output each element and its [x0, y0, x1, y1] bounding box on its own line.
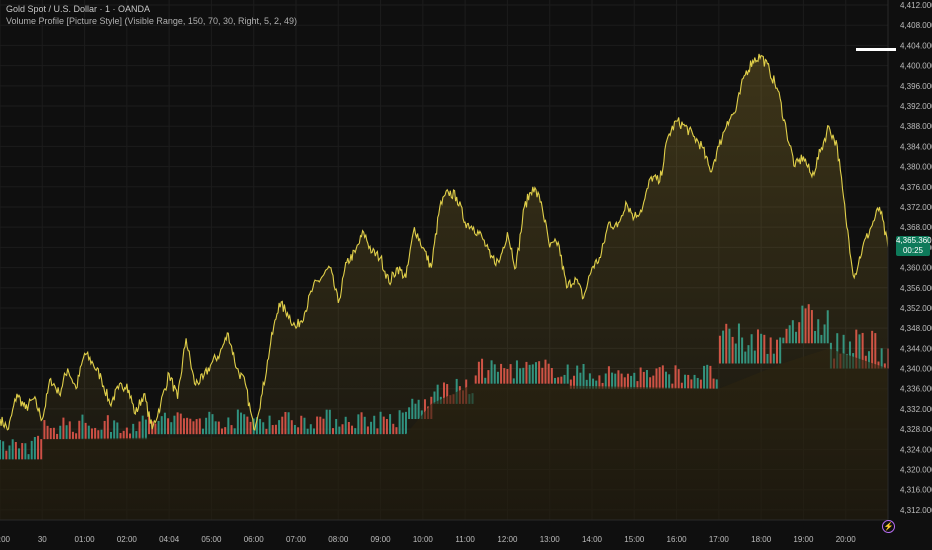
y-tick-label: 4,316.000: [900, 486, 932, 495]
y-tick-label: 4,360.000: [900, 264, 932, 273]
x-tick-label: 10:00: [413, 535, 434, 544]
x-tick-label: 07:00: [286, 535, 307, 544]
y-tick-label: 4,376.000: [900, 183, 932, 192]
y-tick-label: 4,352.000: [900, 304, 932, 313]
x-tick-label: 23:00: [0, 535, 11, 544]
x-tick-label: 05:00: [201, 535, 222, 544]
x-tick-label: 18:00: [751, 535, 772, 544]
x-tick-label: 09:00: [371, 535, 392, 544]
y-tick-label: 4,388.000: [900, 122, 932, 131]
x-tick-label: 16:00: [667, 535, 688, 544]
time-axis[interactable]: 23:00 30 01:00 02:00 04:04 05:00 06:00 07:00 08:…: [0, 535, 856, 544]
x-tick-label: 13:00: [540, 535, 561, 544]
x-tick-label: 30: [38, 535, 47, 544]
current-price-marker: [856, 48, 896, 51]
x-tick-label: 17:00: [709, 535, 730, 544]
study-label[interactable]: Volume Profile [Picture Style] (Visible …: [6, 16, 297, 26]
lightning-icon[interactable]: ⚡: [882, 520, 895, 533]
x-tick-label: 11:00: [455, 535, 475, 544]
price-area-fill: [0, 53, 888, 521]
bar-countdown: 00:25: [902, 246, 924, 255]
y-tick-label: 4,356.000: [900, 284, 932, 293]
x-tick-label: 04:04: [159, 535, 180, 544]
y-tick-label: 4,412.000: [900, 1, 932, 10]
price-area: [0, 53, 889, 521]
y-tick-label: 4,408.000: [900, 21, 932, 30]
x-tick-label: 14:00: [582, 535, 603, 544]
x-tick-label: 08:00: [328, 535, 349, 544]
y-tick-label: 4,332.000: [900, 405, 932, 414]
y-tick-label: 4,368.000: [900, 223, 932, 232]
y-tick-label: 4,384.000: [900, 142, 932, 151]
y-tick-label: 4,324.000: [900, 445, 932, 454]
y-tick-label: 4,320.000: [900, 466, 932, 475]
last-price-value: 4,365.360: [896, 236, 932, 245]
price-line: [0, 53, 889, 431]
y-tick-label: 4,380.000: [900, 163, 932, 172]
x-tick-label: 06:00: [244, 535, 265, 544]
y-tick-label: 4,400.000: [900, 62, 932, 71]
y-tick-label: 4,344.000: [900, 344, 932, 353]
x-tick-label: 20:00: [836, 535, 857, 544]
x-tick-label: 19:00: [793, 535, 814, 544]
y-tick-label: 4,392.000: [900, 102, 932, 111]
x-tick-label: 01:00: [75, 535, 96, 544]
y-tick-label: 4,312.000: [900, 506, 932, 515]
y-tick-label: 4,396.000: [900, 82, 932, 91]
y-tick-label: 4,372.000: [900, 203, 932, 212]
x-tick-label: 12:00: [497, 535, 518, 544]
x-tick-label: 02:00: [117, 535, 138, 544]
y-tick-label: 4,328.000: [900, 425, 932, 434]
price-axis[interactable]: 4,412.000 4,408.000 4,404.000 4,400.000 4,39…: [900, 1, 932, 515]
last-price-badge: 4,365.360 00:25: [896, 236, 932, 256]
y-tick-label: 4,348.000: [900, 324, 932, 333]
y-tick-label: 4,404.000: [900, 41, 932, 50]
symbol-title[interactable]: Gold Spot / U.S. Dollar · 1 · OANDA: [6, 4, 151, 14]
y-tick-label: 4,340.000: [900, 365, 932, 374]
y-tick-label: 4,336.000: [900, 385, 932, 394]
x-tick-label: 15:00: [624, 535, 645, 544]
